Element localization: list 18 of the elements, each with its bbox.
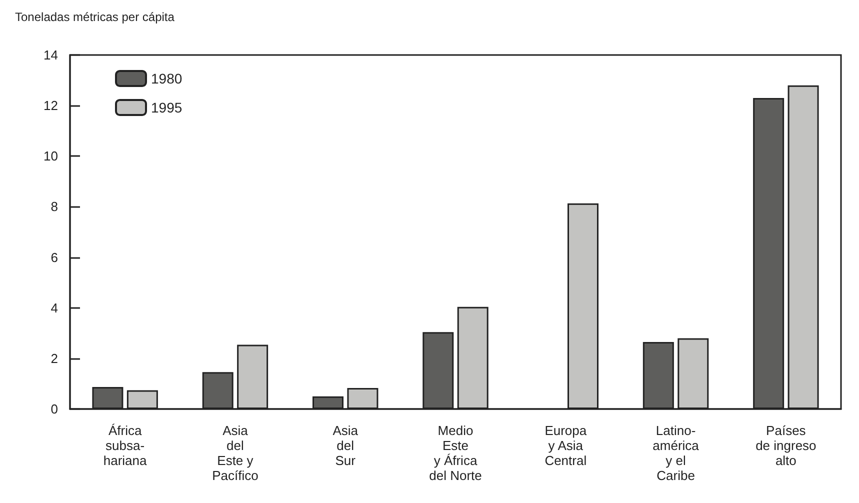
y-tick-label: 0 — [50, 402, 58, 416]
y-tick-label: 2 — [50, 350, 58, 366]
x-tick-label: Asia del Sur — [332, 423, 359, 468]
y-tick-label: 14 — [44, 48, 58, 62]
x-tick-label: Europa y Asia Central — [544, 423, 588, 468]
x-tick-label: Asia del Este y Pacífico — [212, 423, 258, 483]
x-tick-label: Latino- américa y el Caribe — [652, 423, 700, 483]
x-tick-label: Medio Este y África del Norte — [429, 423, 482, 483]
y-tick-label: 6 — [50, 250, 58, 265]
legend-label: 1980 — [151, 70, 182, 86]
y-tick-label: 8 — [50, 199, 58, 214]
x-tick-label: África subsa- hariana — [103, 423, 148, 468]
x-tick-label: Países de ingreso alto — [756, 423, 816, 468]
legend-label: 1995 — [151, 100, 182, 116]
y-axis-title: Toneladas métricas per cápita — [15, 10, 175, 24]
y-tick-label: 4 — [50, 300, 58, 316]
y-tick-label: 10 — [44, 148, 58, 164]
y-tick-label: 12 — [44, 98, 58, 114]
